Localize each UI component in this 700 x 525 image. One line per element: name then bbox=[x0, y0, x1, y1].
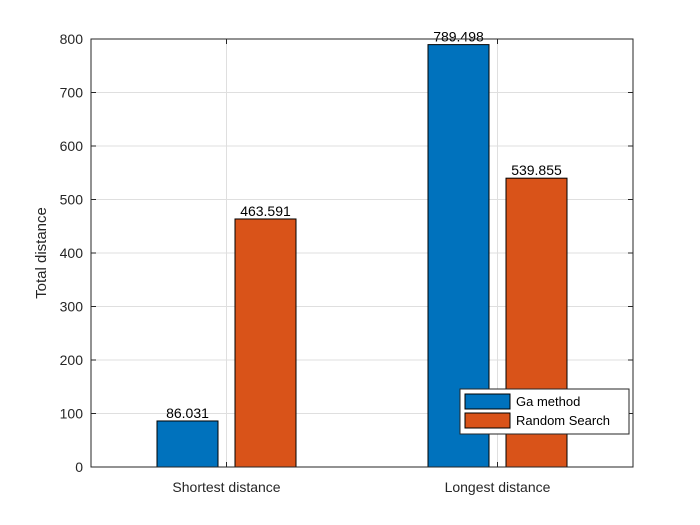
bar-random-search bbox=[234, 218, 297, 468]
y-tick-label: 200 bbox=[60, 352, 84, 368]
grid-lines bbox=[91, 39, 633, 467]
bar-ga-method bbox=[156, 420, 219, 468]
data-labels: 86.031 789.498 463.591 539.855 bbox=[166, 29, 562, 421]
y-tick-label: 0 bbox=[75, 459, 83, 475]
bar-value-label: 789.498 bbox=[433, 29, 484, 45]
legend-swatch bbox=[464, 412, 511, 429]
y-tick-label: 100 bbox=[60, 406, 84, 422]
bars bbox=[156, 44, 568, 468]
bar-value-label: 86.031 bbox=[166, 405, 209, 421]
axis-ticks: 0 100 200 300 400 500 600 700 800 Shortest distan… bbox=[60, 31, 633, 495]
bar-value-label: 539.855 bbox=[511, 162, 562, 178]
y-tick-label: 400 bbox=[60, 245, 84, 261]
x-tick-label: Shortest distance bbox=[172, 479, 280, 495]
y-tick-label: 800 bbox=[60, 31, 84, 47]
y-tick-label: 700 bbox=[60, 85, 84, 101]
legend: Ga method Random Search bbox=[459, 388, 630, 435]
y-tick-label: 500 bbox=[60, 192, 84, 208]
legend-label: Random Search bbox=[516, 413, 610, 428]
x-tick-label: Longest distance bbox=[445, 479, 551, 495]
legend-swatch bbox=[464, 393, 511, 410]
y-axis-title: Total distance bbox=[33, 207, 50, 299]
legend-label: Ga method bbox=[516, 394, 580, 409]
bar-value-label: 463.591 bbox=[240, 203, 291, 219]
y-tick-label: 300 bbox=[60, 299, 84, 315]
y-tick-label: 600 bbox=[60, 138, 84, 154]
